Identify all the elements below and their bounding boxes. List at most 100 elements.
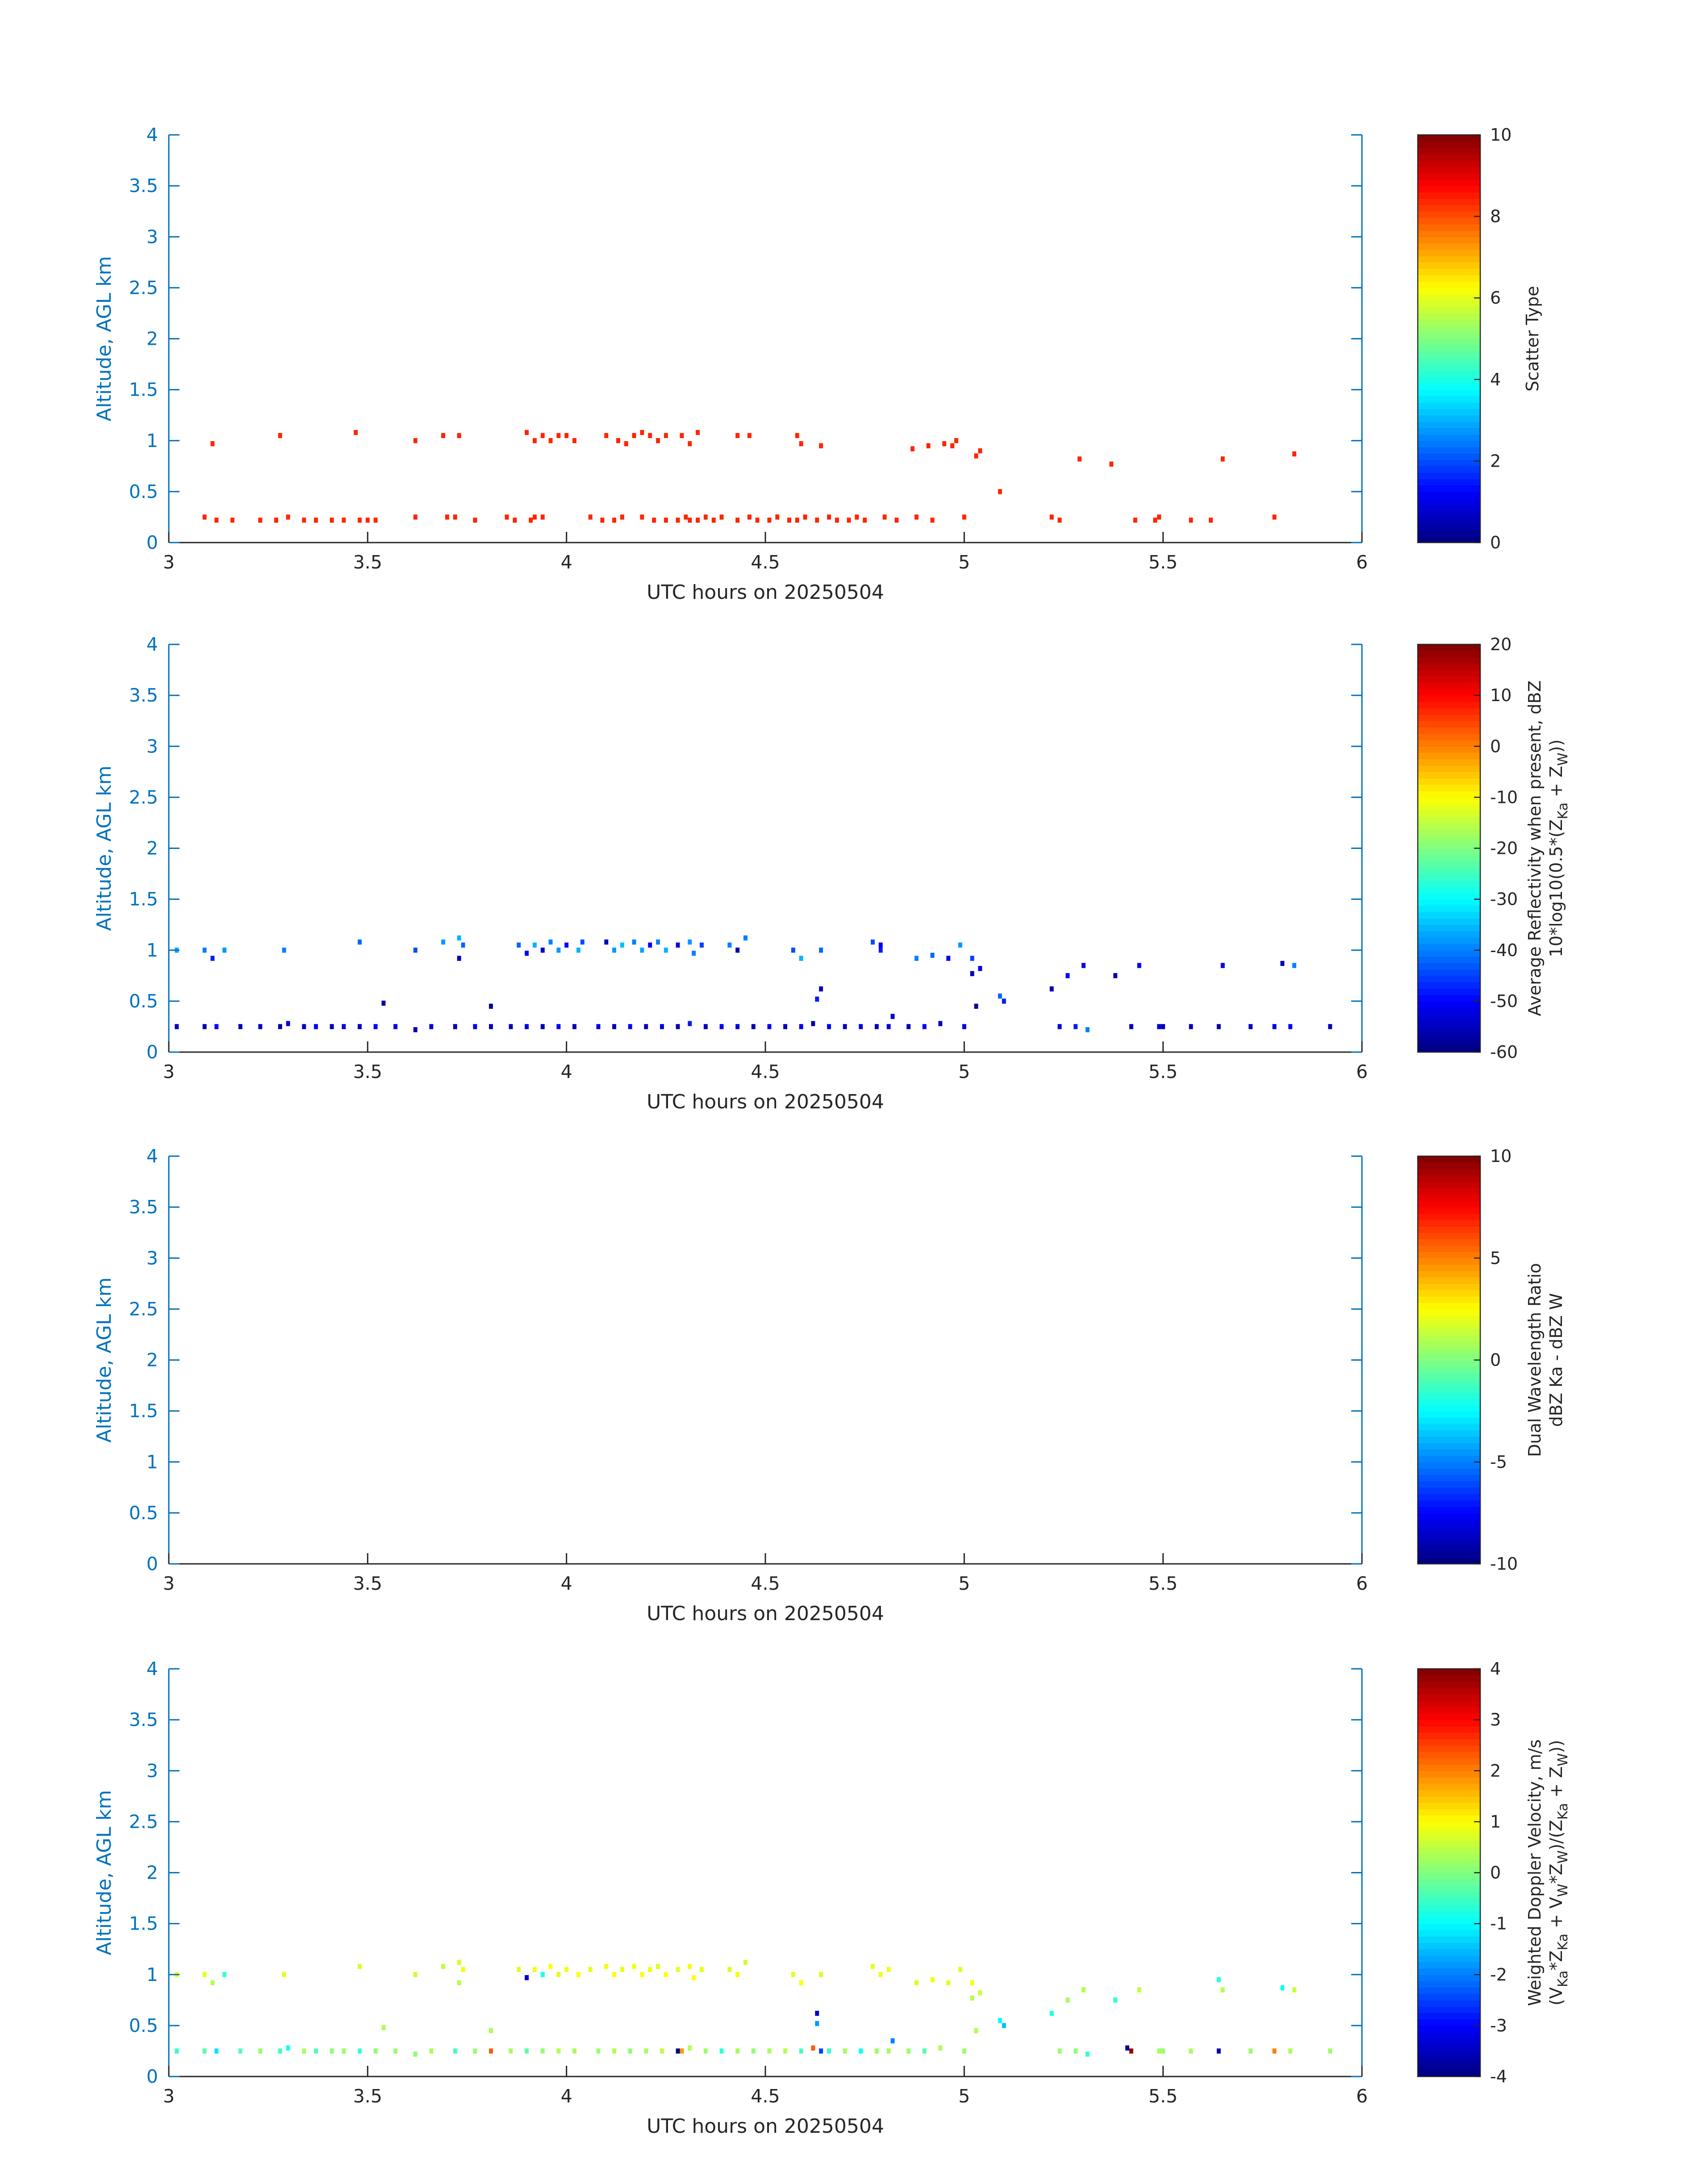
- colorbar-swatch: [1418, 854, 1480, 861]
- x-tick-label: 3.5: [353, 2085, 382, 2107]
- data-cell: [886, 1967, 891, 1972]
- colorbar-swatch: [1418, 702, 1480, 709]
- colorbar-swatch: [1418, 1258, 1480, 1265]
- data-cell: [202, 948, 207, 953]
- colorbar-swatch: [1418, 1188, 1480, 1195]
- colorbar-swatch: [1418, 1911, 1480, 1918]
- y-tick-label: 4: [146, 634, 158, 655]
- y-axis-label: Altitude, AGL km: [93, 1277, 116, 1442]
- data-cell: [596, 1024, 601, 1029]
- colorbar-swatch: [1418, 1207, 1480, 1214]
- heatmap-cells: [202, 430, 1296, 523]
- colorbar-swatch: [1418, 1688, 1480, 1695]
- colorbar-swatch: [1418, 1194, 1480, 1201]
- data-cell: [886, 2048, 891, 2054]
- x-tick-label: 6: [1356, 552, 1368, 573]
- data-cell: [210, 1980, 215, 1985]
- colorbar-tick-label: 0: [1490, 1863, 1501, 1883]
- colorbar-swatch: [1418, 2019, 1480, 2026]
- data-cell: [819, 2048, 823, 2054]
- data-cell: [910, 446, 915, 451]
- data-cell: [461, 1967, 465, 1972]
- data-cell: [258, 1024, 263, 1029]
- colorbar-swatch: [1418, 1538, 1480, 1545]
- data-cell: [258, 518, 263, 523]
- data-cell: [1161, 1024, 1165, 1029]
- data-cell: [962, 1024, 966, 1029]
- data-cell: [998, 489, 1002, 494]
- data-cell: [214, 518, 219, 523]
- y-tick-label: 3.5: [129, 1196, 158, 1218]
- colorbar-swatch: [1418, 1904, 1480, 1911]
- y-tick-label: 1: [146, 1451, 158, 1473]
- colorbar-swatch: [1418, 848, 1480, 855]
- data-cell: [767, 518, 772, 523]
- colorbar-swatch: [1418, 1296, 1480, 1303]
- colorbar-swatch: [1418, 1720, 1480, 1726]
- colorbar-swatch: [1418, 1303, 1480, 1309]
- colorbar-swatch: [1418, 708, 1480, 715]
- data-cell: [735, 1024, 740, 1029]
- data-cell: [1065, 973, 1070, 978]
- data-cell: [330, 518, 334, 523]
- colorbar-swatch: [1418, 415, 1480, 422]
- colorbar-swatch: [1418, 1233, 1480, 1240]
- y-tick-label: 1.5: [129, 379, 158, 401]
- data-cell: [1057, 518, 1062, 523]
- colorbar-swatch: [1418, 2057, 1480, 2064]
- data-cell: [1220, 1987, 1225, 1993]
- colorbar-label: Scatter Type: [1523, 286, 1542, 391]
- data-cell: [930, 953, 935, 958]
- data-cell: [624, 441, 628, 447]
- colorbar-swatch: [1418, 517, 1480, 524]
- data-cell: [564, 1967, 569, 1972]
- data-cell: [540, 948, 545, 953]
- y-tick-label: 2.5: [129, 1298, 158, 1320]
- data-cell: [214, 1024, 219, 1029]
- colorbar-swatch: [1418, 1713, 1480, 1720]
- data-cell: [1328, 1024, 1332, 1029]
- colorbar-swatch: [1418, 1885, 1480, 1892]
- colorbar-swatch: [1418, 1379, 1480, 1386]
- data-cell: [1189, 518, 1193, 523]
- colorbar-swatch: [1418, 899, 1480, 906]
- data-cell: [580, 939, 585, 945]
- data-cell: [286, 1021, 290, 1026]
- colorbar-swatch: [1418, 217, 1480, 225]
- data-cell: [783, 1024, 787, 1029]
- y-axis-label: Altitude, AGL km: [93, 765, 116, 931]
- colorbar-swatch: [1418, 912, 1480, 919]
- data-cell: [1137, 1987, 1141, 1993]
- y-tick-label: 1: [146, 1964, 158, 1985]
- x-tick-label: 4: [561, 1061, 572, 1082]
- data-cell: [632, 1964, 636, 1969]
- data-cell: [978, 966, 982, 971]
- colorbar-swatch: [1418, 173, 1480, 180]
- data-cell: [703, 2048, 708, 2054]
- colorbar-swatch: [1418, 256, 1480, 263]
- data-cell: [700, 942, 704, 948]
- x-tick-label: 4.5: [751, 552, 780, 573]
- colorbar-swatch: [1418, 453, 1480, 460]
- data-cell: [930, 518, 935, 523]
- data-cell: [1082, 963, 1086, 968]
- x-tick-label: 4.5: [751, 2085, 780, 2107]
- colorbar-tick-label: 5: [1490, 1248, 1501, 1268]
- data-cell: [688, 2045, 692, 2051]
- data-cell: [1065, 1997, 1070, 2003]
- data-cell: [871, 1964, 875, 1969]
- data-cell: [1280, 1985, 1285, 1991]
- x-axis-label: UTC hours on 20250504: [647, 1091, 884, 1113]
- data-cell: [413, 948, 418, 953]
- data-cell: [783, 2048, 787, 2054]
- colorbar-swatch: [1418, 1334, 1480, 1341]
- data-cell: [791, 1972, 795, 1977]
- data-cell: [278, 1024, 282, 1029]
- colorbar-swatch: [1418, 969, 1480, 976]
- colorbar-swatch: [1418, 1669, 1480, 1676]
- colorbar-swatch: [1418, 1156, 1480, 1163]
- data-cell: [648, 1967, 652, 1972]
- colorbar-swatch: [1418, 1033, 1480, 1040]
- data-cell: [692, 950, 696, 956]
- colorbar-swatch: [1418, 243, 1480, 250]
